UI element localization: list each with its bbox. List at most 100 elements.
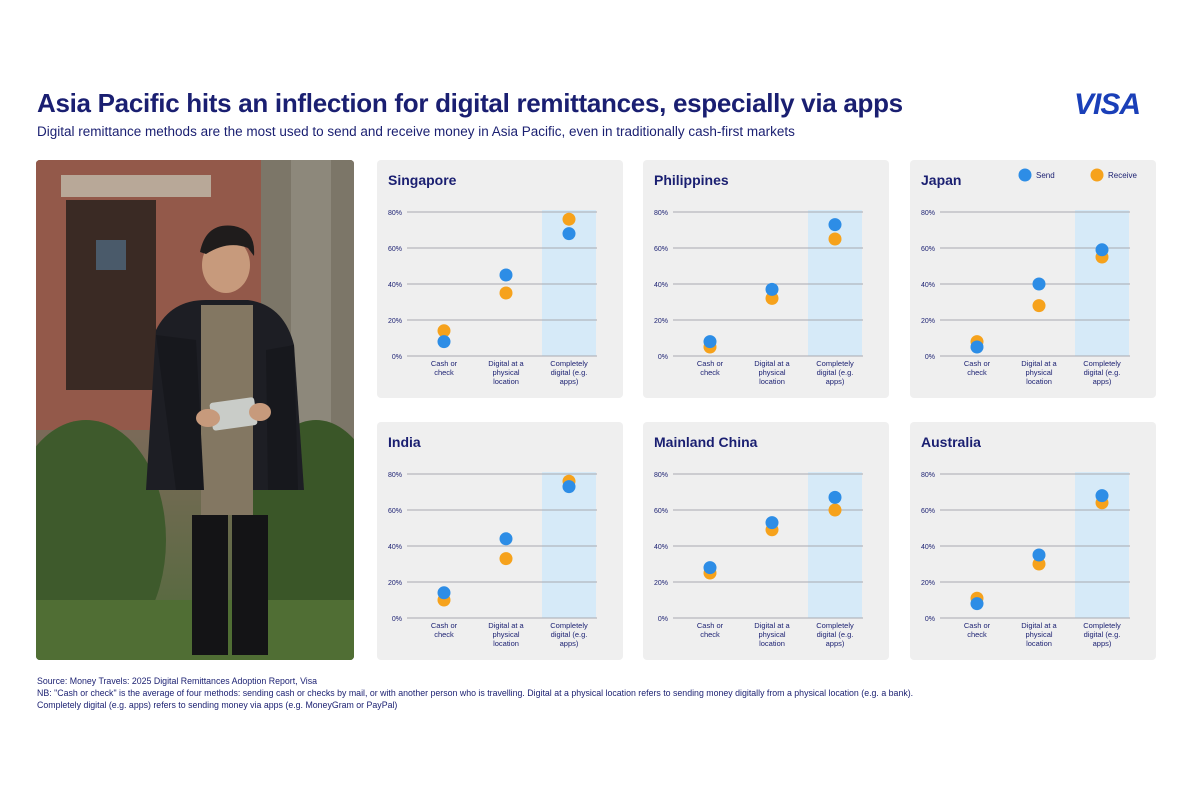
- legend-send-label: Send: [1036, 171, 1055, 180]
- chart-title: Singapore: [388, 172, 457, 188]
- category-label: Digital at a: [488, 359, 524, 368]
- chart-panel-singapore: Singapore 0% 20% 40% 60% 80% Cash or check Digit…: [377, 160, 623, 398]
- legend-send-marker: [1018, 168, 1032, 182]
- category-label: location: [759, 377, 785, 386]
- category-label: Completely: [816, 359, 854, 368]
- y-tick-label: 60%: [921, 508, 935, 515]
- y-tick-label: 0%: [658, 354, 668, 361]
- category-label: location: [493, 377, 519, 386]
- point-receive-digital-at-a-physical-location: [1032, 299, 1046, 313]
- category-label: Digital at a: [754, 359, 790, 368]
- category-label: location: [759, 639, 785, 648]
- category-label: physical: [492, 630, 519, 639]
- category-label: check: [967, 630, 987, 639]
- chart-title: Japan: [921, 172, 961, 188]
- category-label: Digital at a: [488, 621, 524, 630]
- category-label: digital (e.g.: [1084, 368, 1121, 377]
- category-label: digital (e.g.: [551, 630, 588, 639]
- point-receive-digital-at-a-physical-location: [499, 286, 513, 300]
- category-label: Cash or: [964, 359, 991, 368]
- y-tick-label: 20%: [654, 580, 668, 587]
- point-receive-completely-digital-e-g-apps: [562, 212, 576, 226]
- point-receive-digital-at-a-physical-location: [765, 291, 779, 305]
- point-send-completely-digital-e-g-apps: [562, 227, 576, 241]
- photo-illustration: [36, 160, 354, 660]
- category-label: Cash or: [431, 621, 458, 630]
- source-line: Source: Money Travels: 2025 Digital Remi…: [37, 676, 318, 686]
- category-label: Completely: [816, 621, 854, 630]
- category-label: check: [434, 630, 454, 639]
- category-label: Cash or: [431, 359, 458, 368]
- y-tick-label: 80%: [654, 210, 668, 217]
- category-label: physical: [492, 368, 519, 377]
- category-label: check: [434, 368, 454, 377]
- y-tick-label: 60%: [921, 246, 935, 253]
- y-tick-label: 40%: [921, 544, 935, 551]
- point-send-digital-at-a-physical-location: [499, 268, 513, 282]
- chart-panel-mainland-china: Mainland China 0% 20% 40% 60% 80% Cash or check…: [643, 422, 889, 660]
- point-send-digital-at-a-physical-location: [1032, 277, 1046, 291]
- category-label: Completely: [550, 621, 588, 630]
- point-send-digital-at-a-physical-location: [765, 282, 779, 296]
- y-tick-label: 20%: [388, 318, 402, 325]
- point-send-digital-at-a-physical-location: [765, 516, 779, 530]
- category-label: digital (e.g.: [1084, 630, 1121, 639]
- category-label: apps): [826, 377, 845, 386]
- category-label: check: [700, 368, 720, 377]
- category-label: location: [1026, 377, 1052, 386]
- y-tick-label: 60%: [654, 246, 668, 253]
- note-line-1: NB: "Cash or check" is the average of fo…: [37, 688, 914, 698]
- y-tick-label: 0%: [658, 616, 668, 623]
- y-tick-label: 80%: [921, 472, 935, 479]
- y-tick-label: 40%: [654, 544, 668, 551]
- chart-title: India: [388, 434, 421, 450]
- y-tick-label: 80%: [388, 472, 402, 479]
- category-label: apps): [1093, 639, 1112, 648]
- category-label: physical: [1025, 368, 1052, 377]
- point-send-completely-digital-e-g-apps: [828, 218, 842, 232]
- point-send-cash-or-check: [437, 335, 451, 349]
- category-label: apps): [560, 639, 579, 648]
- point-receive-completely-digital-e-g-apps: [828, 232, 842, 246]
- legend-receive-marker: [1090, 168, 1104, 182]
- highlight-band: [808, 210, 862, 356]
- point-receive-cash-or-check: [437, 324, 451, 338]
- category-label: apps): [826, 639, 845, 648]
- category-label: location: [1026, 639, 1052, 648]
- category-label: Cash or: [697, 621, 724, 630]
- y-tick-label: 40%: [921, 282, 935, 289]
- legend-receive-label: Receive: [1108, 171, 1137, 180]
- category-label: Digital at a: [754, 621, 790, 630]
- visa-logo: VISA: [1074, 88, 1141, 121]
- chart-panel-japan: Japan 0% 20% 40% 60% 80% Cash or check Digital a…: [910, 160, 1156, 398]
- category-label: check: [967, 368, 987, 377]
- category-label: apps): [560, 377, 579, 386]
- chart-title: Philippines: [654, 172, 729, 188]
- point-send-cash-or-check: [970, 597, 984, 611]
- y-tick-label: 40%: [654, 282, 668, 289]
- page-subtitle: Digital remittance methods are the most …: [37, 124, 795, 139]
- point-send-completely-digital-e-g-apps: [828, 490, 842, 504]
- category-label: physical: [1025, 630, 1052, 639]
- point-send-completely-digital-e-g-apps: [1095, 489, 1109, 503]
- highlight-band: [542, 472, 596, 618]
- category-label: Completely: [1083, 621, 1121, 630]
- chart-title: Mainland China: [654, 434, 758, 450]
- y-tick-label: 20%: [921, 318, 935, 325]
- point-send-cash-or-check: [437, 586, 451, 600]
- chart-mainland-china: Mainland China 0% 20% 40% 60% 80% Cash orcheck…: [654, 434, 863, 648]
- y-tick-label: 40%: [388, 544, 402, 551]
- y-tick-label: 0%: [925, 354, 935, 361]
- y-tick-label: 40%: [388, 282, 402, 289]
- person-with-tablet-photo: [36, 160, 354, 660]
- source-notes: Source: Money Travels: 2025 Digital Remi…: [37, 675, 1167, 711]
- category-label: check: [700, 630, 720, 639]
- y-tick-label: 80%: [921, 210, 935, 217]
- y-tick-label: 60%: [388, 508, 402, 515]
- category-label: apps): [1093, 377, 1112, 386]
